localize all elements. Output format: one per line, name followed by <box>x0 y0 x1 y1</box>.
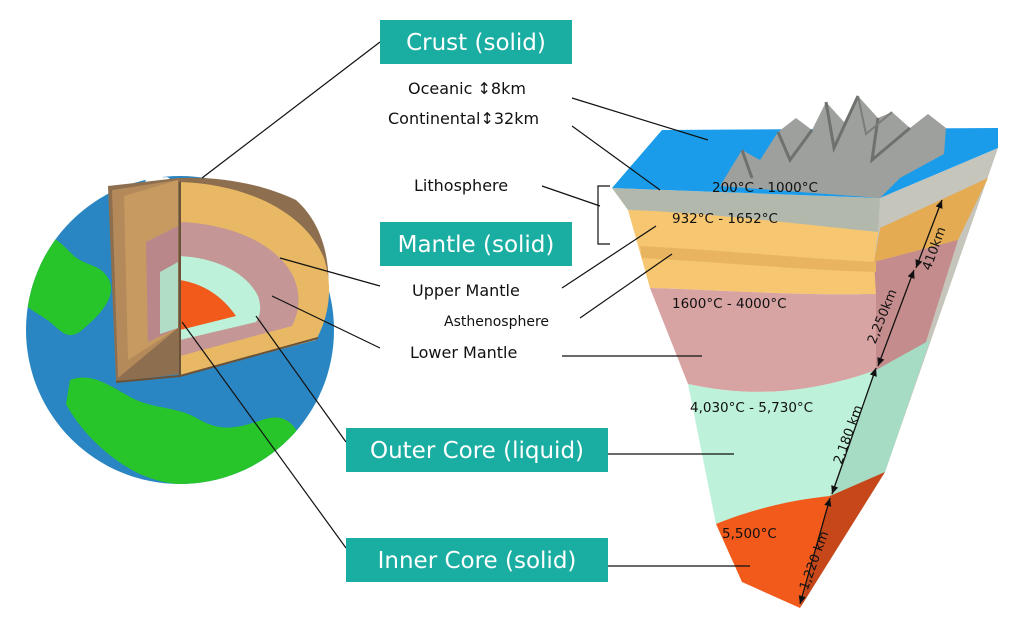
mantle-tag: Mantle (solid) <box>380 222 572 266</box>
lower-mantle-label: Lower Mantle <box>410 343 517 362</box>
wedge-outer-core <box>688 370 876 524</box>
leader-lines <box>181 41 750 567</box>
inner-core-tag: Inner Core (solid) <box>346 538 608 582</box>
wedge-lower-mantle <box>650 288 876 392</box>
inner-core-temperature: 5,500°C <box>722 526 777 542</box>
crust-tag: Crust (solid) <box>380 20 572 64</box>
asthenosphere-label: Asthenosphere <box>444 314 549 330</box>
crust-temperature: 200°C - 1000°C <box>712 180 818 196</box>
oceanic-label: Oceanic ↕8km <box>408 79 526 98</box>
continental-label: Continental↕32km <box>388 109 539 128</box>
wedge-asthenosphere <box>640 246 876 272</box>
inner-core-label: Inner Core (solid) <box>378 548 577 574</box>
lithosphere-label: Lithosphere <box>414 176 508 195</box>
earth-cutaway-globe-icon <box>26 174 334 484</box>
upper-mantle-label: Upper Mantle <box>412 281 520 300</box>
globe-inner-core <box>180 280 236 330</box>
outer-core-tag: Outer Core (liquid) <box>346 428 608 472</box>
outer-core-label: Outer Core (liquid) <box>370 438 584 464</box>
mantle-label: Mantle (solid) <box>398 232 555 258</box>
lower-mantle-temperature: 1600°C - 4000°C <box>672 296 787 312</box>
mountain-range-icon <box>720 95 946 198</box>
upper-mantle-temperature: 932°C - 1652°C <box>672 211 778 227</box>
earth-layers-wedge-icon <box>612 95 998 608</box>
crust-label: Crust (solid) <box>406 30 546 56</box>
double-arrow-icon <box>798 199 943 605</box>
wedge-upper-mantle <box>628 210 878 295</box>
outer-core-temperature: 4,030°C - 5,730°C <box>690 400 813 416</box>
wedge-crust <box>612 188 880 232</box>
